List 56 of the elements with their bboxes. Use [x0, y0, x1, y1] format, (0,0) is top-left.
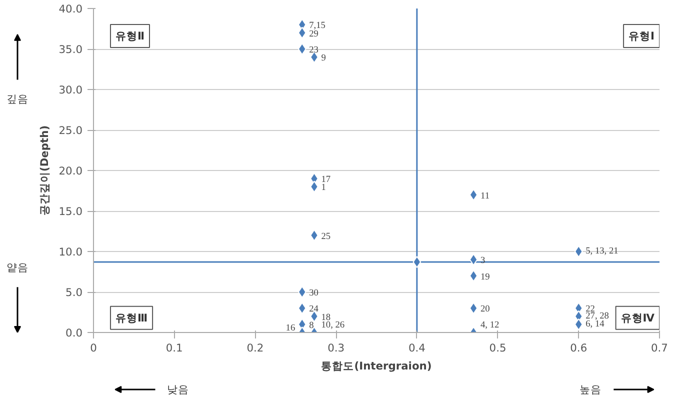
- x-tick-label: 0.7: [651, 342, 668, 354]
- annotation: 6, 14: [586, 319, 605, 330]
- annotation: 10, 26: [321, 320, 345, 330]
- annotation: 16: [286, 324, 296, 334]
- annotation: 유형Ⅱ: [115, 30, 145, 43]
- point: [574, 318, 583, 330]
- y-tick-label: 30.0: [58, 84, 83, 96]
- annotation: 1: [321, 183, 326, 194]
- annotation: 7,15: [309, 21, 326, 32]
- y-tick-label: 20.0: [58, 164, 83, 178]
- annotation: 유형Ⅰ: [628, 30, 655, 43]
- annotation: 24: [309, 304, 319, 315]
- y-tick-label: 15.0: [58, 205, 83, 218]
- annotation: 유형Ⅳ: [620, 311, 655, 324]
- y-tick-label: 10.0: [58, 246, 83, 258]
- point: [469, 188, 478, 201]
- annotation: 20: [480, 304, 490, 315]
- x-tick-label: 0.6: [570, 342, 588, 354]
- point: [469, 302, 478, 314]
- point: [298, 26, 306, 39]
- x-tick-label: 0: [90, 342, 98, 354]
- annotation: 23: [309, 46, 319, 56]
- y-tick-label: 25.0: [58, 124, 83, 137]
- x-tick-label: 0.5: [489, 342, 506, 354]
- annotation: 17: [321, 175, 331, 186]
- x-tick-label: 0.4: [408, 342, 426, 354]
- y-tick-label: 5.0: [66, 286, 83, 299]
- text: 낮음: [167, 383, 190, 396]
- point: [412, 256, 422, 268]
- text: 높음: [580, 383, 602, 396]
- annotation: 9: [321, 54, 326, 64]
- x-tick-label: 0.3: [328, 342, 345, 354]
- annotation: 8: [309, 320, 314, 331]
- point: [469, 254, 478, 266]
- point: [298, 286, 306, 298]
- point: [469, 270, 478, 282]
- annotation: 30: [309, 288, 319, 298]
- point: [574, 246, 583, 258]
- y-tick-label: 0.0: [66, 326, 83, 340]
- y-axis-title: 공간깊이(Depth): [38, 125, 51, 216]
- annotation: 5, 13, 21: [586, 246, 619, 256]
- text: 깊음: [6, 92, 28, 106]
- x-axis-title: 통합도(Intergraion): [321, 360, 432, 372]
- annotation: 19: [480, 272, 490, 282]
- annotation: 11: [480, 191, 490, 202]
- annotation: 4, 12: [480, 320, 500, 330]
- y-tick-label: 35.0: [58, 43, 83, 56]
- point: [298, 302, 306, 314]
- annotation: 유형Ⅲ: [115, 311, 148, 324]
- x-tick-label: 0.2: [246, 342, 264, 354]
- annotation: 25: [321, 232, 331, 242]
- y-tick-label: 40.0: [58, 2, 83, 16]
- point: [298, 43, 306, 55]
- x-tick-label: 0.1: [166, 342, 183, 354]
- annotation: 29: [309, 29, 319, 40]
- text: 얕음: [6, 261, 28, 274]
